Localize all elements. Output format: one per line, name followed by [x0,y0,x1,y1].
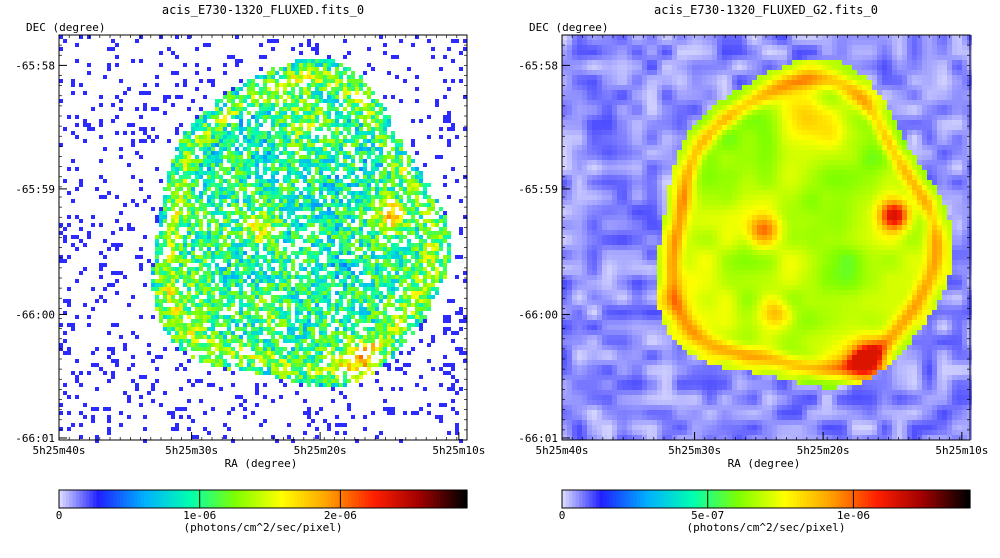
x-axis-label: RA (degree) [225,457,298,470]
x-tick-label: 5h25m10s [432,444,485,457]
y-tick-label: -66:01 [518,432,558,445]
colorbar: 0 1e-06 2e-06(photons/cm^2/sec/pixel) [56,489,468,534]
y-tick-label: -66:00 [15,308,55,321]
y-axis-label: DEC (degree) [529,21,608,34]
y-axis-label: DEC (degree) [26,21,105,34]
image-area[interactable] [59,35,467,443]
colorbar-tick-label: 0 [559,509,566,522]
x-tick-label: 5h25m20s [294,444,347,457]
colorbar-label: (photons/cm^2/sec/pixel) [687,521,846,534]
plot-title: acis_E730-1320_FLUXED_G2.fits_0 [654,3,878,17]
x-tick-label: 5h25m20s [797,444,850,457]
colorbar-label: (photons/cm^2/sec/pixel) [184,521,343,534]
x-tick-label: 5h25m30s [668,444,721,457]
image-area[interactable] [562,35,972,440]
x-tick-label: 5h25m30s [165,444,218,457]
panel-2: acis_E730-1320_FLUXED_G2.fits_0 DEC (degr… [518,3,988,534]
colorbar: 0 5e-07 1e-06(photons/cm^2/sec/pixel) [559,489,971,534]
colorbar-tick-label: 0 [56,509,63,522]
colorbar-tick-label: 5e-07 [691,509,724,522]
colorbar-tick-label: 1e-06 [183,509,216,522]
y-tick-label: -65:58 [518,59,558,72]
y-tick-label: -65:59 [518,183,558,196]
y-tick-label: -65:59 [15,183,55,196]
y-tick-label: -66:00 [518,308,558,321]
colorbar-tick-label: 1e-06 [837,509,870,522]
plot-title: acis_E730-1320_FLUXED.fits_0 [162,3,364,17]
x-tick-label: 5h25m10s [935,444,988,457]
y-tick-label: -65:58 [15,59,55,72]
x-tick-label: 5h25m40s [33,444,86,457]
x-axis-label: RA (degree) [728,457,801,470]
panel-1: acis_E730-1320_FLUXED.fits_0 DEC (degree)… [15,3,485,534]
y-tick-label: -66:01 [15,432,55,445]
colorbar-tick-label: 2e-06 [324,509,357,522]
x-tick-label: 5h25m40s [536,444,589,457]
